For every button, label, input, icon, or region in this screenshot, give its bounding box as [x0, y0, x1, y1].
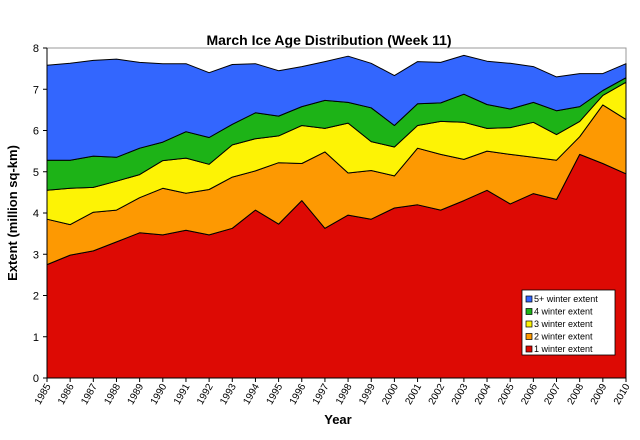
x-tick-label: 2006 — [519, 382, 540, 407]
y-tick-label: 2 — [33, 291, 39, 303]
legend-swatch — [525, 295, 533, 303]
x-tick-label: 1993 — [218, 382, 239, 407]
x-tick-label: 2002 — [427, 382, 448, 407]
legend-label: 2 winter extent — [534, 332, 593, 342]
x-tick-label: 1996 — [288, 382, 309, 407]
legend-swatch — [525, 308, 533, 315]
y-tick-label: 4 — [33, 208, 39, 220]
x-tick-label: 1985 — [33, 382, 54, 407]
x-axis-label: Year — [324, 412, 351, 427]
x-tick-label: 1987 — [79, 382, 100, 407]
x-tick-label: 2001 — [404, 382, 425, 407]
x-tick-label: 1999 — [357, 382, 378, 407]
x-tick-label: 1989 — [126, 382, 147, 407]
legend-swatch — [525, 345, 533, 353]
x-tick-label: 1997 — [311, 382, 332, 407]
y-tick-label: 3 — [33, 249, 39, 261]
y-tick-label: 6 — [33, 126, 39, 138]
legend-swatch — [525, 320, 533, 328]
x-tick-label: 1998 — [334, 382, 355, 407]
legend-box — [521, 289, 616, 356]
y-tick-label: 8 — [33, 43, 39, 55]
y-tick-label: 1 — [33, 332, 39, 344]
x-tick-label: 1991 — [172, 382, 193, 407]
x-tick-label: 2007 — [542, 382, 563, 407]
x-tick-label: 2000 — [380, 382, 401, 407]
x-tick-label: 1988 — [102, 382, 123, 407]
legend-label: 3 winter extent — [534, 319, 593, 329]
x-tick-label: 1992 — [195, 382, 216, 407]
x-tick-label: 2008 — [566, 382, 587, 407]
legend-label: 5+ winter extent — [534, 294, 598, 304]
y-tick-label: 7 — [33, 84, 39, 96]
chart-title: March Ice Age Distribution (Week 11) — [206, 32, 451, 48]
x-tick-label: 2003 — [450, 382, 471, 407]
legend-label: 4 winter extent — [534, 307, 593, 317]
legend-swatch — [525, 333, 533, 340]
x-tick-label: 1986 — [56, 382, 77, 407]
y-axis-label: Extent (million sq-km) — [5, 145, 20, 281]
x-tick-label: 2010 — [612, 382, 633, 407]
x-tick-label: 2009 — [589, 382, 610, 407]
y-tick-label: 5 — [33, 167, 39, 179]
y-tick-label: 0 — [33, 373, 39, 385]
x-tick-label: 2004 — [473, 382, 494, 407]
area-5plus-winter-extent — [46, 54, 627, 161]
legend-label: 1 winter extent — [534, 344, 593, 354]
legend: 5+ winter extent 4 winter extent 3 winter … — [521, 289, 616, 356]
x-tick-label: 1990 — [149, 382, 170, 407]
x-tick-label: 2005 — [496, 382, 517, 407]
x-tick-label: 1995 — [265, 382, 286, 407]
x-tick-label: 1994 — [241, 382, 262, 407]
